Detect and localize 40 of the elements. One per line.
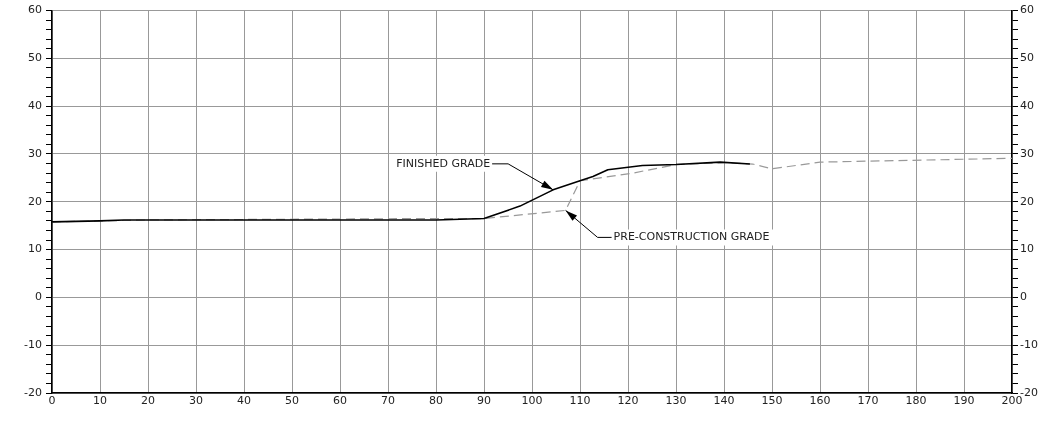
x-tick-label: 10 [93, 394, 107, 408]
x-tick-label: 190 [953, 394, 975, 408]
x-tick-label: 160 [809, 394, 831, 408]
x-tick-label: 200 [1001, 394, 1023, 408]
x-tick-label: 50 [285, 394, 299, 408]
annotation: FINISHED GRADE [396, 156, 491, 170]
y-tick-label: 0 [35, 290, 42, 304]
x-tick-label: 100 [521, 394, 543, 408]
y-tick-label: -10 [24, 338, 42, 352]
x-tick-label: 110 [569, 394, 591, 408]
x-tick-label: 20 [141, 394, 155, 408]
x-tick-label: 70 [381, 394, 395, 408]
y2-tick-label: 20 [1020, 194, 1034, 208]
y-tick-label: 60 [28, 3, 42, 17]
x-tick-label: 180 [905, 394, 927, 408]
y2-tick-label: 50 [1020, 51, 1034, 65]
x-tick-label: 170 [857, 394, 879, 408]
y2-tick-label: -10 [1020, 338, 1038, 352]
x-tick-label: 90 [477, 394, 491, 408]
y2-tick-label: 30 [1020, 146, 1034, 160]
y-tick-label: 10 [28, 242, 42, 256]
x-tick-label: 60 [333, 394, 347, 408]
y2-tick-label: 40 [1020, 99, 1034, 113]
y-tick-label: 50 [28, 51, 42, 65]
y2-tick-label: 10 [1020, 242, 1034, 256]
y2-tick-label: 60 [1020, 3, 1034, 17]
x-tick-label: 120 [617, 394, 639, 408]
annotation: PRE-CONSTRUCTION GRADE [613, 230, 770, 244]
x-tick-label: 130 [665, 394, 687, 408]
x-tick-label: 150 [761, 394, 783, 408]
y2-tick-label: 0 [1020, 290, 1027, 304]
x-tick-label: 0 [48, 394, 56, 408]
x-tick-label: 140 [713, 394, 735, 408]
x-tick-label: 80 [429, 394, 443, 408]
y-tick-label: -20 [24, 385, 42, 399]
y-tick-label: 30 [28, 146, 42, 160]
x-tick-label: 30 [189, 394, 203, 408]
y-tick-label: 20 [28, 194, 42, 208]
y-tick-label: 40 [28, 99, 42, 113]
x-tick-label: 40 [237, 394, 251, 408]
